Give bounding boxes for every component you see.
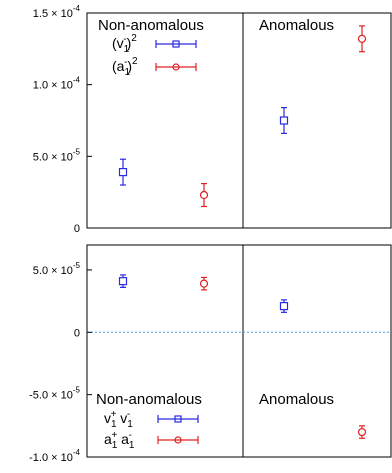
bottom-legend-entry-v: v1+ v1-	[104, 409, 133, 430]
bottom-y-tick-label: 5.0 × 10-5	[33, 261, 81, 277]
bottom-legend-title: Non-anomalous	[96, 391, 202, 408]
top-y-tick-label: 0	[74, 223, 80, 235]
bottom-data-point-v-non-anomalous	[118, 274, 128, 288]
square-marker	[118, 168, 128, 177]
top-data-point-v-anomalous	[279, 106, 289, 134]
bottom-y-tick-label: -1.0 × 10-4	[29, 448, 80, 464]
top-y-tick-label: 5.0 × 10-5	[33, 147, 81, 163]
bottom-legend-sample-v	[157, 415, 199, 423]
top-legend-title: Non-anomalous	[98, 17, 204, 34]
top-legend-entry-a: (a1-)2	[112, 56, 138, 78]
bottom-frame	[86, 244, 392, 458]
bottom-region-label-anomalous: Anomalous	[259, 391, 334, 408]
circle-marker	[357, 427, 367, 437]
square-marker	[118, 277, 128, 286]
top-legend-sample-v	[155, 40, 197, 48]
bottom-y-tick-label: -5.0 × 10-5	[29, 386, 80, 402]
circle-marker	[357, 34, 367, 43]
top-legend-sample-a	[155, 63, 197, 71]
top-data-point-a-non-anomalous	[199, 182, 209, 208]
top-marks	[118, 25, 367, 208]
bottom-y-tick-label: 0	[74, 327, 80, 339]
top-y-tick-label: 1.0 × 10-4	[33, 76, 81, 92]
top-legend-entry-v: (v1-)2	[112, 33, 137, 55]
top-panel: 0 5.0 × 10-5 1.0 × 10-4 1.5 × 10-4 Non-anom…	[33, 4, 392, 235]
top-legend: (v1-)2 (a1-)2	[112, 33, 197, 78]
top-data-point-v-non-anomalous	[118, 158, 128, 186]
top-y-tick-label: 1.5 × 10-4	[33, 4, 81, 20]
bottom-marks	[118, 274, 367, 439]
bottom-legend-entry-a: a1+ a1-	[104, 430, 135, 451]
bottom-data-point-a-non-anomalous	[199, 276, 209, 291]
top-y-ticks: 0 5.0 × 10-5 1.0 × 10-4 1.5 × 10-4	[33, 4, 92, 235]
bottom-legend-sample-a	[157, 436, 199, 444]
square-marker	[279, 116, 289, 125]
bottom-data-point-a-anomalous	[357, 425, 367, 439]
circle-marker	[199, 279, 209, 288]
bottom-panel: -1.0 × 10-4 -5.0 × 10-5 0 5.0 × 10-5 Non-an…	[29, 244, 392, 464]
square-marker	[279, 302, 289, 311]
bottom-y-ticks: -1.0 × 10-4 -5.0 × 10-5 0 5.0 × 10-5	[29, 261, 92, 464]
bottom-data-point-v-anomalous	[279, 299, 289, 313]
circle-marker	[199, 190, 209, 200]
top-frame	[86, 12, 392, 229]
top-data-point-a-anomalous	[357, 25, 367, 53]
top-region-label-anomalous: Anomalous	[259, 17, 334, 34]
bottom-legend: v1+ v1- a1+ a1-	[104, 409, 199, 451]
